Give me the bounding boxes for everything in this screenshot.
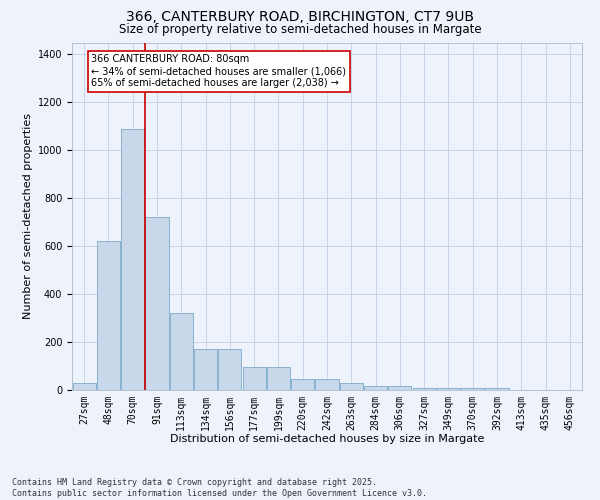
Bar xyxy=(388,386,412,390)
Bar xyxy=(461,388,484,390)
Bar xyxy=(364,386,387,390)
Text: 366, CANTERBURY ROAD, BIRCHINGTON, CT7 9UB: 366, CANTERBURY ROAD, BIRCHINGTON, CT7 9… xyxy=(126,10,474,24)
Y-axis label: Number of semi-detached properties: Number of semi-detached properties xyxy=(23,114,34,320)
Bar xyxy=(218,350,241,390)
Bar xyxy=(316,379,338,390)
Bar xyxy=(97,242,120,390)
Bar xyxy=(413,388,436,390)
Bar xyxy=(485,388,509,390)
Bar xyxy=(340,383,363,390)
Bar xyxy=(194,350,217,390)
Text: Size of property relative to semi-detached houses in Margate: Size of property relative to semi-detach… xyxy=(119,22,481,36)
Bar xyxy=(73,383,95,390)
Text: Contains HM Land Registry data © Crown copyright and database right 2025.
Contai: Contains HM Land Registry data © Crown c… xyxy=(12,478,427,498)
Bar xyxy=(437,388,460,390)
X-axis label: Distribution of semi-detached houses by size in Margate: Distribution of semi-detached houses by … xyxy=(170,434,484,444)
Bar xyxy=(267,367,290,390)
Bar xyxy=(242,367,266,390)
Bar xyxy=(170,314,193,390)
Bar xyxy=(145,218,169,390)
Bar xyxy=(291,379,314,390)
Bar xyxy=(121,129,144,390)
Text: 366 CANTERBURY ROAD: 80sqm
← 34% of semi-detached houses are smaller (1,066)
65%: 366 CANTERBURY ROAD: 80sqm ← 34% of semi… xyxy=(91,54,346,88)
